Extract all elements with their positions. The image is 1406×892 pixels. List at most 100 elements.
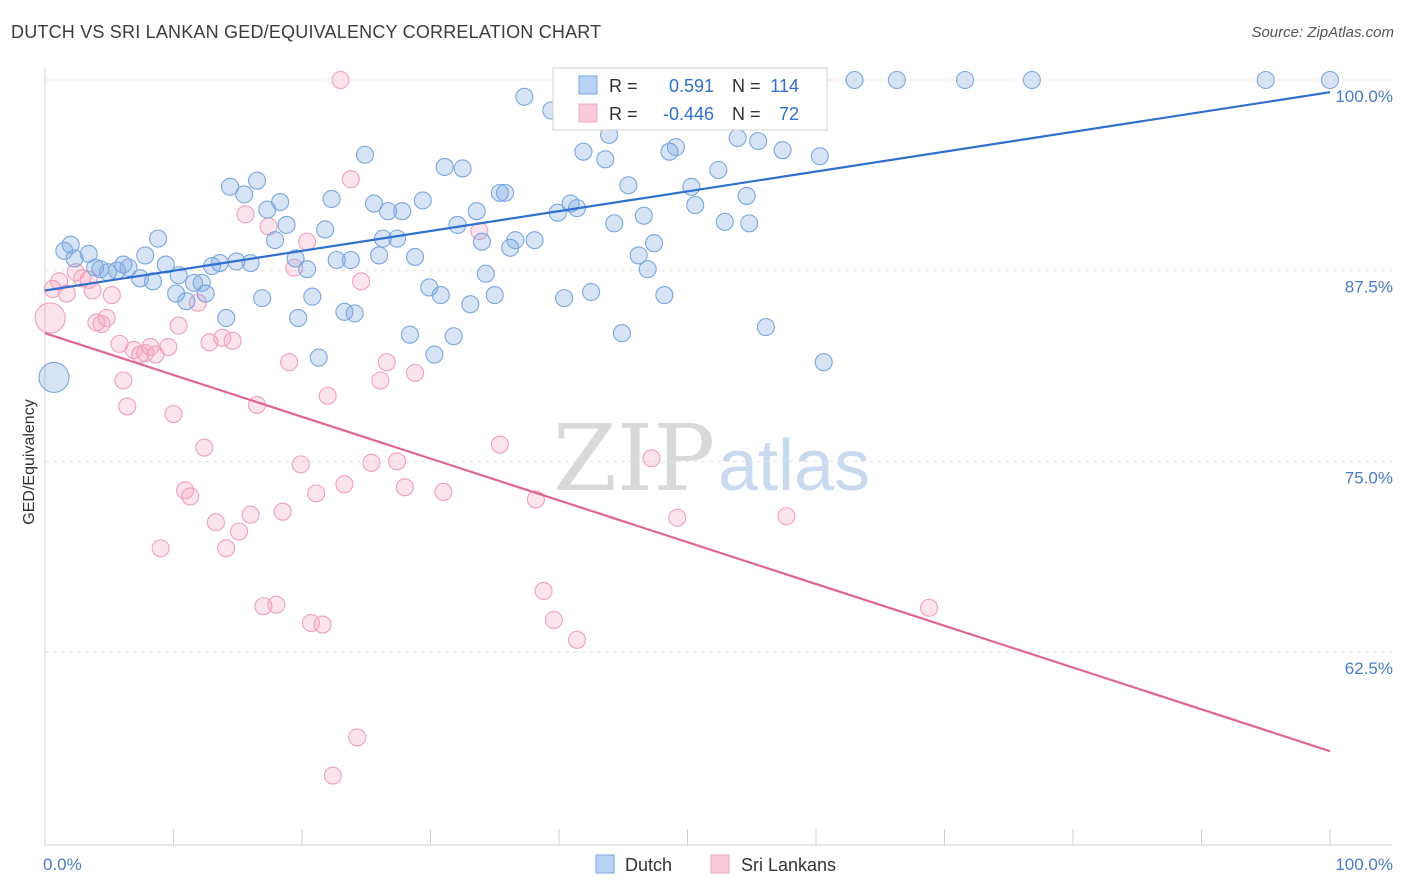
dutch-point-38 [303, 287, 322, 306]
dutch-point-15 [156, 255, 175, 274]
srilankans-point-55 [371, 371, 390, 390]
srilankans-point-29 [213, 328, 232, 347]
dutch-point-60 [444, 327, 463, 346]
dutch-n-label: N = [732, 76, 761, 96]
dutch-point-59 [435, 157, 454, 176]
srilankans-point-48 [323, 766, 342, 785]
srilankans-point-12 [114, 371, 133, 390]
dutch-point-109 [814, 353, 833, 372]
dutch-point-81 [596, 150, 615, 169]
dutch-point-112 [956, 70, 975, 90]
dutch-point-90 [655, 286, 674, 305]
dutch-point-98 [709, 160, 728, 180]
dutch-point-34 [277, 215, 296, 234]
dutch-point-76 [555, 289, 574, 308]
srilankans-point-68 [668, 508, 687, 527]
dutch-point-99 [715, 212, 734, 231]
dutch-point-20 [192, 273, 211, 292]
srilankans-point-6 [83, 281, 102, 300]
dutch-point-35 [286, 249, 305, 268]
y-axis-label: GED/Equivalency [21, 399, 38, 524]
srilankans-point-39 [273, 502, 292, 521]
axes [44, 68, 1392, 846]
y-tick-label-3: 100.0% [1335, 87, 1393, 106]
srilankans-point-50 [335, 475, 354, 494]
dutch-point-62 [453, 159, 472, 178]
dutch-point-102 [737, 186, 756, 205]
srilankans-point-62 [490, 435, 509, 454]
dutch-point-84 [612, 324, 632, 343]
dutch-point-108 [810, 147, 829, 166]
x-tick-label-0: 0.0% [43, 855, 82, 874]
watermark-zip: ZIP [553, 405, 715, 512]
srilankans-n-label: N = [732, 104, 761, 124]
srilankans-point-26 [195, 438, 214, 457]
dutch-point-111 [887, 70, 907, 90]
srilankans-point-66 [567, 630, 587, 649]
dutch-point-68 [490, 183, 509, 202]
srilankans-point-56 [377, 353, 396, 372]
dutch-point-39 [309, 348, 328, 367]
srilankans-point-25 [188, 293, 207, 312]
dutch-point-58 [431, 286, 450, 305]
srilankans-point-45 [307, 484, 326, 503]
dutch-point-37 [298, 260, 317, 279]
srilankans-point-2 [57, 284, 76, 303]
srilankans-point-10 [102, 286, 121, 305]
dutch-bottom-swatch [595, 854, 615, 874]
dutch-point-27 [235, 185, 254, 204]
srilankans-point-64 [534, 581, 553, 601]
srilankans-point-31 [223, 331, 242, 350]
dutch-r-value: 0.591 [669, 76, 714, 96]
dutch-point-101 [728, 128, 747, 148]
srilankans-point-33 [236, 205, 255, 224]
dutch-point-41 [322, 189, 341, 209]
dutch-point-42 [327, 250, 346, 270]
dutch-point-44 [341, 250, 360, 270]
srilankans-point-20 [159, 337, 178, 356]
dutch-point-55 [413, 191, 432, 210]
tick-labels: 62.5% 75.0% 87.5% 100.0% 0.0% 100.0% [43, 87, 1393, 874]
dutch-point-19 [185, 273, 204, 292]
dutch-point-9 [114, 255, 133, 274]
chart-title: DUTCH VS SRI LANKAN GED/EQUIVALENCY CORR… [11, 22, 602, 42]
srilankans-point-19 [151, 539, 170, 558]
dutch-point-3 [65, 249, 84, 268]
dutch-legend-label: Dutch [625, 855, 672, 875]
dutch-point-72 [515, 87, 534, 106]
srilankans-point-28 [206, 513, 225, 532]
dutch-point-46 [355, 145, 375, 164]
trend-lines [44, 91, 1331, 753]
srilankans-point-46 [313, 615, 332, 634]
dutch-point-25 [220, 177, 240, 196]
dutch-point-114 [1256, 70, 1275, 90]
srilankans-point-43 [298, 232, 317, 251]
dutch-point-16 [167, 284, 186, 303]
dutch-point-67 [485, 286, 504, 305]
dutch-point-2 [61, 235, 80, 254]
dutch-point-57 [425, 345, 444, 364]
dutch-point-64 [467, 202, 486, 221]
srilankans-point-30 [217, 539, 236, 558]
dutch-point-40 [316, 220, 335, 239]
dutch-point-89 [645, 234, 664, 253]
dutch-point-113 [1022, 70, 1041, 90]
srilankans-point-47 [318, 386, 337, 405]
srilankans-point-24 [181, 487, 200, 506]
dutch-n-value: 114 [770, 76, 799, 96]
srilankans-point-32 [229, 522, 249, 541]
dutch-point-50 [379, 202, 398, 221]
dutch-point-45 [345, 304, 364, 323]
srilankans-point-4 [73, 269, 92, 288]
dutch-point-48 [370, 246, 389, 265]
dutch-point-51 [388, 229, 407, 248]
dutch-legend-swatch [578, 75, 598, 95]
y-tick-label-1: 75.0% [1345, 468, 1393, 487]
dutch-point-104 [749, 131, 768, 151]
srilankans-point-40 [280, 353, 299, 372]
dutch-point-63 [461, 295, 480, 314]
x-tick-label-1: 100.0% [1335, 855, 1393, 874]
srilankans-r-label: R = [609, 104, 638, 124]
dutch-point-0 [38, 361, 70, 393]
srilankans-point-21 [164, 404, 183, 424]
